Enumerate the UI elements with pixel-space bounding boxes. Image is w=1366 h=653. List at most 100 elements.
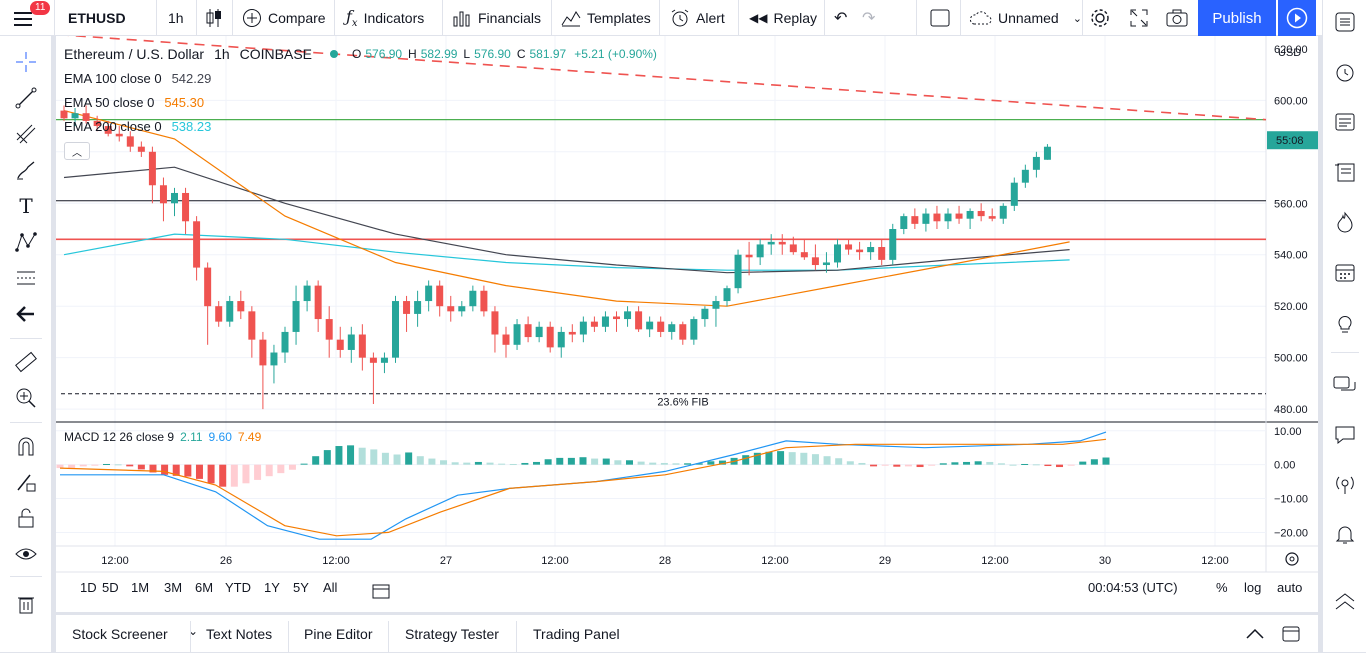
macd-histogram-bar bbox=[579, 457, 587, 465]
magnet-tool[interactable] bbox=[12, 432, 40, 460]
calendar-button[interactable] bbox=[1331, 258, 1359, 286]
tab-stock-screener[interactable]: Stock Screener ⌄ bbox=[72, 624, 199, 642]
templates-button[interactable]: Templates bbox=[561, 0, 651, 36]
menu-button[interactable]: 11 bbox=[14, 0, 51, 36]
macd-histogram-bar bbox=[440, 460, 448, 465]
unlock-icon bbox=[18, 508, 34, 528]
candle bbox=[579, 321, 587, 335]
layout-menu[interactable]: Unnamed ⌄ bbox=[968, 0, 1082, 36]
macd-histogram-bar bbox=[1067, 464, 1075, 466]
pitchfork-icon bbox=[16, 124, 36, 144]
fullscreen-button[interactable] bbox=[1129, 0, 1149, 36]
alerts-panel-button[interactable] bbox=[1331, 58, 1359, 86]
candle bbox=[1043, 146, 1051, 160]
play-button[interactable] bbox=[1278, 0, 1316, 36]
snapshot-button[interactable] bbox=[1166, 0, 1188, 36]
range-1y[interactable]: 1Y bbox=[264, 580, 280, 595]
macd-histogram-bar bbox=[672, 463, 680, 465]
tab-trading-panel[interactable]: Trading Panel bbox=[533, 626, 620, 642]
range-6m[interactable]: 6M bbox=[195, 580, 214, 595]
ruler-tool[interactable] bbox=[12, 348, 40, 376]
range-3m[interactable]: 3M bbox=[164, 580, 183, 595]
range-5d[interactable]: 5D bbox=[102, 580, 119, 595]
remove-drawings-button[interactable] bbox=[12, 590, 40, 618]
chats-button[interactable] bbox=[1331, 372, 1359, 400]
axis-settings-gear-icon[interactable] bbox=[1285, 552, 1299, 566]
range-1m[interactable]: 1M bbox=[131, 580, 150, 595]
interval-button[interactable]: 1h bbox=[168, 10, 184, 26]
candle bbox=[590, 321, 598, 327]
macd-histogram-bar bbox=[823, 456, 831, 465]
data-window-button[interactable] bbox=[1331, 158, 1359, 186]
zoom-tool[interactable] bbox=[12, 384, 40, 412]
collapse-legend-button[interactable]: ︿ bbox=[64, 142, 90, 160]
range-ytd[interactable]: YTD bbox=[225, 580, 251, 595]
macd-histogram-bar bbox=[172, 464, 180, 476]
macd-histogram-bar bbox=[1102, 457, 1110, 465]
financials-button[interactable]: Financials bbox=[452, 0, 541, 36]
candle bbox=[999, 205, 1007, 219]
macd-histogram-bar bbox=[207, 464, 215, 484]
time-tick-label: 12:00 bbox=[322, 555, 350, 567]
hotlists-button[interactable] bbox=[1331, 208, 1359, 236]
news-button[interactable] bbox=[1331, 108, 1359, 136]
undo-button[interactable]: ↶ bbox=[834, 0, 847, 36]
notifications-button[interactable] bbox=[1331, 520, 1359, 548]
text-tool[interactable]: T bbox=[12, 192, 40, 220]
macd-histogram-bar bbox=[556, 457, 564, 465]
brush-tool[interactable] bbox=[12, 156, 40, 184]
range-1d[interactable]: 1D bbox=[80, 580, 97, 595]
gear-icon bbox=[1289, 556, 1295, 562]
candle bbox=[126, 136, 134, 147]
pattern-tool[interactable] bbox=[12, 228, 40, 256]
tab-text-notes[interactable]: Text Notes bbox=[206, 626, 273, 642]
crosshair-tool[interactable] bbox=[12, 48, 40, 76]
change-value: +5.21 (+0.90%) bbox=[574, 47, 657, 61]
trendline-tool[interactable] bbox=[12, 84, 40, 112]
ideas-button[interactable] bbox=[1331, 310, 1359, 338]
macd-legend: MACD 12 26 close 9 2.11 9.60 7.49 bbox=[64, 430, 261, 444]
compare-button[interactable]: Compare bbox=[242, 0, 326, 36]
indicators-button[interactable]: ƒx Indicators bbox=[346, 0, 424, 36]
candle bbox=[657, 321, 665, 332]
redo-button[interactable]: ↷ bbox=[862, 0, 875, 36]
price-chart[interactable]: 23.6% FIB 620.00 600.00 560.00 540.00 520.00 5… bbox=[56, 36, 1318, 612]
auto-scale-toggle[interactable]: auto bbox=[1277, 580, 1303, 595]
range-5y[interactable]: 5Y bbox=[293, 580, 309, 595]
chart-container[interactable]: 23.6% FIB 620.00 600.00 560.00 540.00 520.00 5… bbox=[56, 36, 1318, 612]
publish-button[interactable]: Publish bbox=[1198, 0, 1276, 36]
broadcast-icon bbox=[1336, 476, 1354, 494]
tab-pine-editor[interactable]: Pine Editor bbox=[304, 626, 373, 642]
log-scale-toggle[interactable]: log bbox=[1244, 580, 1262, 595]
lock-drawings-button[interactable] bbox=[12, 504, 40, 532]
maximize-panel-button[interactable] bbox=[1282, 615, 1300, 653]
macd-histogram-bar bbox=[684, 463, 692, 465]
macd-histogram-bar bbox=[288, 464, 296, 470]
time-tick-label: 28 bbox=[659, 555, 671, 567]
symbol-search[interactable]: ETHUSD bbox=[68, 10, 126, 26]
ruler-icon bbox=[15, 351, 37, 373]
macd-histogram-bar bbox=[1079, 461, 1087, 465]
candle bbox=[811, 257, 819, 266]
streams-button[interactable] bbox=[1331, 470, 1359, 498]
utc-clock[interactable]: 00:04:53 (UTC) bbox=[1088, 580, 1178, 595]
collapse-panel-button[interactable] bbox=[1331, 588, 1359, 616]
percent-scale-toggle[interactable]: % bbox=[1216, 580, 1228, 595]
replay-button[interactable]: ◀◀ Replay bbox=[749, 0, 817, 36]
hide-toolbar-button[interactable] bbox=[12, 300, 40, 328]
stay-in-drawing-mode[interactable] bbox=[12, 468, 40, 496]
tab-strategy-tester[interactable]: Strategy Tester bbox=[405, 626, 499, 642]
settings-button[interactable] bbox=[1089, 0, 1111, 36]
fullscreen-select-button[interactable] bbox=[930, 0, 950, 36]
collapse-panel-button[interactable] bbox=[1246, 615, 1264, 653]
range-all[interactable]: All bbox=[323, 580, 338, 595]
go-to-date-button[interactable] bbox=[372, 583, 390, 602]
private-chats-button[interactable] bbox=[1331, 420, 1359, 448]
watchlist-button[interactable] bbox=[1331, 8, 1359, 36]
fib-tool[interactable] bbox=[12, 120, 40, 148]
alert-button[interactable]: Alert bbox=[670, 0, 725, 36]
chart-type-button[interactable] bbox=[205, 0, 223, 36]
prediction-tool[interactable] bbox=[12, 264, 40, 292]
hide-drawings-button[interactable] bbox=[12, 540, 40, 568]
macd-histogram-bar bbox=[974, 461, 982, 465]
